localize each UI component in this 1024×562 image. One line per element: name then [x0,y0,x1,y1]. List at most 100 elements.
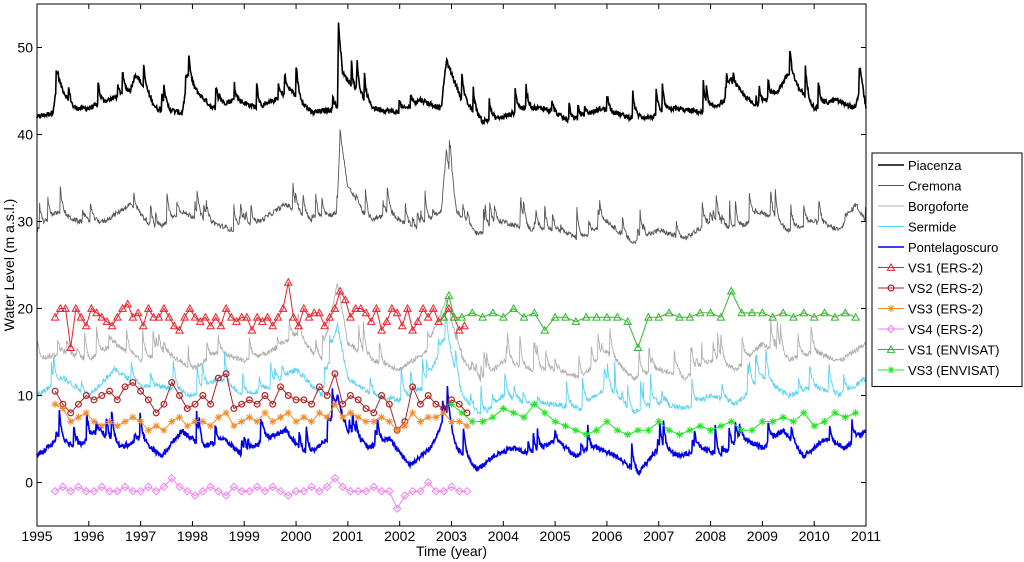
legend-label: Piacenza [908,158,962,173]
triangle-marker [138,321,148,330]
triangle-marker [695,308,705,317]
series-vs3-envisat- [447,400,860,439]
triangle-marker [423,312,433,321]
star-marker [409,409,417,417]
series-piacenza [36,22,867,126]
star-marker [331,400,339,408]
circle-marker [269,400,277,408]
star-marker [738,426,746,434]
triangle-marker [799,308,809,317]
circle-marker [308,400,316,408]
triangle-marker [397,321,407,330]
triangle-marker [478,312,488,321]
star-marker [346,409,355,417]
star-marker [300,413,308,421]
triangle-marker [247,325,257,334]
triangle-marker [685,312,695,321]
circle-marker [121,383,129,391]
circle-marker [354,396,362,404]
triangle-marker [408,325,418,334]
star-marker [144,426,152,434]
triangle-marker [643,312,653,321]
triangle-marker [449,312,459,321]
star-marker [416,418,425,426]
star-marker [455,418,463,426]
triangle-marker [581,312,591,321]
diamond-marker [221,491,231,500]
diamond-marker [97,482,107,492]
triangle-marker [403,303,412,312]
triangle-marker [737,308,747,317]
triangle-marker [371,303,381,312]
triangle-marker [340,295,350,304]
triangle-marker [778,308,788,317]
triangle-marker [190,312,200,321]
x-tick-label: 2000 [280,528,311,544]
star-marker [214,413,222,421]
triangle-marker [602,312,612,321]
circle-marker [222,370,230,378]
circle-marker [887,284,895,292]
triangle-marker [76,312,86,321]
triangle-marker [351,303,361,312]
legend-entry: Cremona [878,179,962,194]
x-tick-label: 1995 [21,528,52,544]
triangle-marker [623,316,633,325]
triangle-marker [428,303,438,312]
triangle-marker [314,308,324,317]
triangle-marker [768,312,778,321]
circle-marker [51,387,59,395]
triangle-marker [143,303,153,312]
circle-marker [207,400,215,408]
triangle-marker [263,312,273,321]
circle-marker [160,400,168,408]
star-marker [90,418,98,426]
diamond-marker [120,482,130,492]
star-marker [541,409,549,417]
triangle-marker [133,308,143,317]
star-marker [468,418,476,426]
diamond-marker [50,486,60,496]
star-marker [841,413,849,421]
star-marker [644,426,652,434]
circle-marker [199,392,207,399]
star-marker [432,413,440,421]
diamond-marker [159,482,169,492]
series-line [54,477,467,510]
triangle-marker [320,321,330,330]
diamond-marker [260,486,270,496]
triangle-marker [123,299,133,308]
star-marker [137,418,145,426]
diamond-marker [299,486,309,496]
y-tick-label: 50 [17,40,33,56]
triangle-marker [612,312,622,321]
triangle-marker [325,312,335,321]
circle-marker [300,396,308,404]
star-marker [261,409,269,417]
star-marker [401,422,409,430]
triangle-marker [200,312,210,321]
star-marker [665,426,673,434]
triangle-marker [387,303,397,312]
star-marker [572,426,580,434]
circle-marker [409,383,417,391]
diamond-marker [229,482,239,492]
triangle-marker [335,286,345,295]
legend: Piacenza Cremona Borgoforte Sermide Pontelag… [871,152,1023,387]
triangle-marker [92,308,102,317]
circle-marker [261,392,269,399]
circle-marker [144,396,152,404]
star-marker [748,426,756,434]
star-marker [592,426,601,434]
diamond-marker [237,486,246,496]
triangle-marker [809,312,819,321]
triangle-marker [561,312,570,321]
triangle-marker [356,303,366,312]
triangle-marker [747,308,757,317]
circle-marker [346,392,354,399]
star-marker [447,418,456,426]
star-marker [440,409,448,417]
triangle-marker [382,316,392,325]
circle-marker [113,396,121,404]
